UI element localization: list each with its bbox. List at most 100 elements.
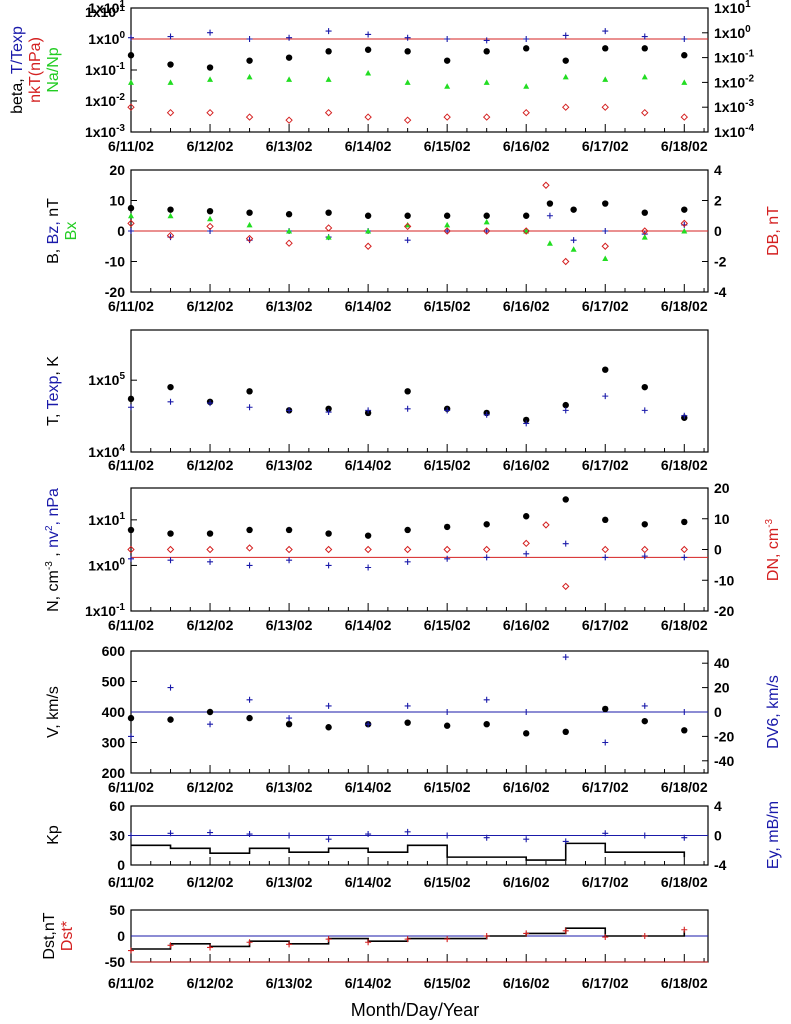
panel-5-x-tick-label: 6/14/02 [345,779,392,795]
panel-3-frame [130,329,709,453]
panel-4-series-n-point [641,521,648,528]
panel-5-series-v-point [127,714,135,722]
panel-6-x-tick-label: 6/11/02 [108,874,154,890]
panel-1-series-beta-point [285,54,293,61]
panel-2-x-tick-label: 6/15/02 [424,298,471,314]
panel-2-series-bx-point [602,255,609,261]
panel-1-series-beta-point [641,45,648,52]
svg-text:Dst*: Dst* [59,921,76,951]
panel-4-series-n-point [127,526,135,534]
panel-2-x-tick-label: 6/11/02 [108,298,154,314]
panel-1-series-na-np-point [483,79,490,85]
panel-5-series-v-point [325,724,332,731]
svg-text:V, km/s: V, km/s [45,686,62,738]
panel-6-series-ey-point [365,831,372,838]
panel-4-y2-tick: 0 [714,542,722,558]
panel-3: T, Texp, K [45,329,709,453]
panel-4-series-dn-point [680,545,688,554]
panel-6-series-ey-point [483,834,490,841]
panel-6-x-tick-label: 6/12/02 [187,874,234,890]
panel-5-y-tick: 600 [102,643,126,659]
panel-2-x-tick-label: 6/12/02 [187,298,234,314]
panel-4-series-dn-point [542,521,550,529]
panel-4-series-nv2-point [444,555,451,562]
panel-7-y-label: Dst,nT [41,912,58,959]
panel-2-y-tick: 20 [109,162,125,178]
panel-4-series-nv2-point [325,562,332,569]
panel-1-series-t-texp-point [444,36,451,42]
panel-6-y2-tick: 0 [714,828,722,844]
panel-1-y2-tick: 1x100 [714,24,751,41]
panel-2-series-db-point [364,242,372,250]
panel-3-x-tick-label: 6/15/02 [424,457,471,473]
panel-3-x-tick-label: 6/13/02 [266,457,313,473]
panel-5-series-v-point [641,717,648,725]
panel-1-series-nkt-npa--point [166,108,175,117]
panel-5-series-dv6-point [602,739,609,746]
panel-1-series-nkt-npa--point [680,113,688,121]
panel-4-y2-label: DN, cm-3 [764,518,782,581]
panel-2-series-db-point [245,234,254,243]
panel-1-series-nkt-npa--point [641,108,649,117]
panel-7-x-tick-label: 6/18/02 [661,975,708,991]
panel-1-y2-tick: 1x10-2 [714,73,754,90]
svg-text:B, Bz, nT: B, Bz, nT [45,198,62,264]
panel-2-series-bx-point [546,240,553,246]
panel-3-series-texp-point [128,404,134,411]
panel-1-x-tick-label: 6/13/02 [266,138,313,154]
panel-4-series-n-point [364,532,372,539]
panel-2-series-db-point [522,227,530,235]
panel-1-series-t-texp-point [562,32,569,39]
panel-1-y2-tick: 1x101 [714,0,751,16]
panel-6-y2-tick: 4 [714,798,722,814]
panel-7-series-dst--point [167,942,174,949]
panel-5-x-tick-label: 6/18/02 [661,779,708,795]
panel-1-series-na-np-point [207,76,214,82]
panel-6-y-tick: 60 [109,798,125,814]
panel-4-x-tick-label: 6/17/02 [582,617,629,633]
panel-3-series-texp-point [681,412,688,419]
panel-5-series-v-point [681,727,688,734]
panel-7-series-dst--point [641,933,648,939]
panel-5-series-dv6-point [286,715,293,722]
panel-6-series-ey-point [523,836,530,843]
panel-4-series-n-point [167,530,174,537]
panel-1-y-label-3: Na/Np [45,47,62,92]
panel-5-x-tick-label: 6/13/02 [266,779,313,795]
panel-4-series-nv2-point [641,553,648,560]
panel-2-series-b-point [681,206,688,213]
panel-1-series-na-np-point [404,79,411,85]
panel-2-series-bz-point [546,212,553,219]
panel-1-y2-tick: 1x10-1 [714,49,754,66]
panel-7-x-tick-label: 6/15/02 [424,975,471,991]
panel-5-series-v-point [285,721,293,728]
svg-text:T, Texp, K: T, Texp, K [45,356,62,426]
panel-5-series-v-point [206,708,214,716]
panel-1-series-nkt-npa--point [285,116,293,124]
panel-2-series-db-point [641,227,649,235]
svg-text:DN, cm-3: DN, cm-3 [764,518,782,581]
panel-1-series-beta-point [325,48,332,55]
panel-2-series-bz-point [444,228,451,234]
panel-1-series-nkt-npa--point [601,103,609,111]
panel-2-x-tick-label: 6/16/02 [503,298,550,314]
panel-4-series-dn-point [562,582,570,591]
panel-1-y2-tick: 1x10-3 [714,98,754,115]
panel-2-series-bz-point [128,228,134,234]
panel-7-x-tick-label: 6/14/02 [345,975,392,991]
panel-1-y-tick-1: 1x10-1 [85,3,125,20]
panel-2-series-b-point [523,212,530,219]
panel-2-y2-tick: 2 [714,193,722,209]
panel-2-y2-label: DB, nT [765,206,782,256]
panel-5-series-v-point [483,721,490,728]
panel-6-series-ey-point [641,832,648,839]
panel-7-x-tick-label: 6/13/02 [266,975,313,991]
panel-2-series-db-point [542,181,550,189]
panel-3-series-texp-point [641,407,648,414]
panel-5-series-dv6-point [167,684,174,691]
panel-5-series-dv6-point [246,696,253,703]
panel-2-series-bx-point [128,212,134,219]
panel-7-series-dst--point [286,941,293,948]
panel-1-y-tick: 1x10-1 [85,61,125,78]
panel-2-series-bx-point [325,234,332,240]
